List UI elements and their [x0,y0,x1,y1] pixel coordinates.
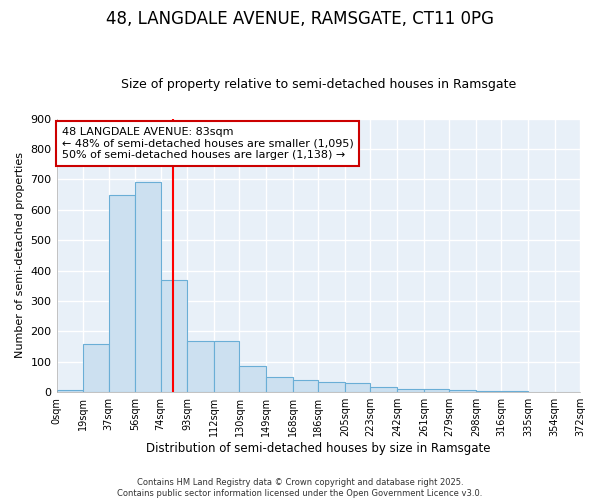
Bar [136,182,161,392]
X-axis label: Distribution of semi-detached houses by size in Ramsgate: Distribution of semi-detached houses by … [146,442,491,455]
Bar [476,390,501,392]
Text: Contains HM Land Registry data © Crown copyright and database right 2025.
Contai: Contains HM Land Registry data © Crown c… [118,478,482,498]
Bar [239,366,266,392]
Bar [397,388,424,392]
Bar [370,388,397,392]
Bar [293,380,318,392]
Bar [345,383,370,392]
Text: 48 LANGDALE AVENUE: 83sqm
← 48% of semi-detached houses are smaller (1,095)
50% : 48 LANGDALE AVENUE: 83sqm ← 48% of semi-… [62,127,353,160]
Bar [214,340,239,392]
Bar [424,389,449,392]
Bar [449,390,476,392]
Bar [109,194,136,392]
Bar [187,340,214,392]
Title: Size of property relative to semi-detached houses in Ramsgate: Size of property relative to semi-detach… [121,78,516,91]
Bar [266,377,293,392]
Bar [161,280,187,392]
Bar [83,344,109,392]
Y-axis label: Number of semi-detached properties: Number of semi-detached properties [15,152,25,358]
Bar [56,390,83,392]
Bar [318,382,345,392]
Text: 48, LANGDALE AVENUE, RAMSGATE, CT11 0PG: 48, LANGDALE AVENUE, RAMSGATE, CT11 0PG [106,10,494,28]
